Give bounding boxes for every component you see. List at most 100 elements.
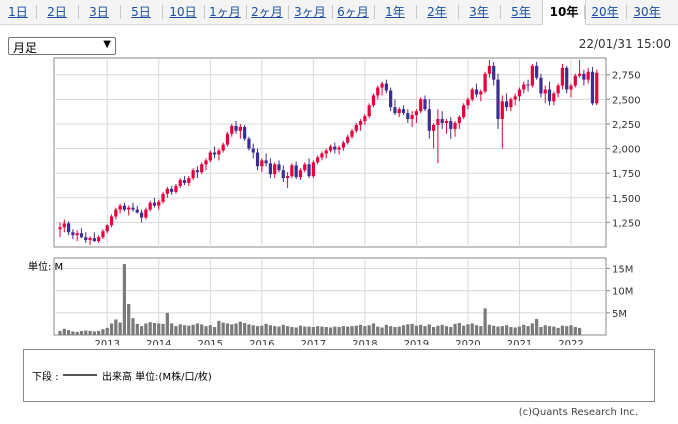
candle <box>595 69 599 106</box>
candle <box>552 91 556 106</box>
volume-bar <box>547 326 552 335</box>
candle <box>152 197 157 208</box>
candle <box>535 61 539 80</box>
volume-bar <box>88 331 92 335</box>
candle-body <box>139 212 144 218</box>
tab-11[interactable]: 2年 <box>427 5 447 19</box>
volume-bar <box>191 324 195 335</box>
candle-body <box>449 121 453 129</box>
candle-body <box>479 91 483 95</box>
candle <box>62 219 66 233</box>
tab-3[interactable]: 3日 <box>89 5 109 19</box>
candle-body <box>298 170 303 178</box>
year-label: 2021 <box>507 339 532 345</box>
candle-body <box>75 233 79 236</box>
candle-body <box>565 67 569 90</box>
candle <box>178 178 182 188</box>
volume-bar <box>569 325 573 335</box>
volume-bar <box>251 325 255 335</box>
candle-body <box>509 99 513 108</box>
tab-5[interactable]: 10日 <box>169 5 197 19</box>
stock-chart: 1,250 1,500 1,750 2,000 2,250 2,500 2,750 5M 10… <box>28 57 641 345</box>
tab-14[interactable]: 10年 <box>542 0 586 25</box>
candle-body <box>346 136 350 143</box>
candle <box>139 209 144 223</box>
candle <box>109 214 114 228</box>
volume-bar <box>389 326 393 335</box>
candle-body <box>547 89 552 102</box>
candle <box>530 63 534 88</box>
candle <box>157 199 161 210</box>
candle-body <box>122 205 127 210</box>
candle <box>337 145 341 155</box>
volume-bar <box>526 326 530 335</box>
candle <box>569 83 573 98</box>
candle <box>419 97 423 114</box>
tab-4[interactable]: 5日 <box>131 5 151 19</box>
candle-body <box>466 99 470 106</box>
volume-unit-label: 単位: M <box>28 260 63 273</box>
volume-bar <box>118 322 122 335</box>
candle-body <box>590 71 595 104</box>
candle-body <box>88 238 92 241</box>
volume-bar <box>174 326 178 335</box>
volume-bar <box>234 323 238 335</box>
candle <box>560 63 565 90</box>
candle <box>449 117 453 139</box>
candle-body <box>595 72 599 104</box>
candle-body <box>384 83 388 91</box>
tab-8[interactable]: 3ヶ月 <box>294 5 326 19</box>
candle <box>565 65 569 94</box>
volume-bar <box>492 325 496 335</box>
candle <box>431 122 436 149</box>
candle-body <box>225 133 230 145</box>
tab-6[interactable]: 1ヶ月 <box>209 5 241 19</box>
volume-bar <box>440 324 444 335</box>
price-tick-label: 2,250 <box>612 120 641 131</box>
volume-bar <box>539 327 543 335</box>
candle-body <box>62 223 66 228</box>
candle-body <box>543 89 547 94</box>
volume-bar <box>423 326 427 335</box>
candle-body <box>440 119 444 123</box>
period-select[interactable]: 月足 ▼ <box>8 37 116 55</box>
candle-body <box>427 109 431 131</box>
volume-bar <box>328 327 333 335</box>
candle <box>200 162 204 175</box>
candle <box>354 122 358 133</box>
volume-bar <box>560 325 565 335</box>
tab-12[interactable]: 3年 <box>469 5 489 19</box>
candle-body <box>320 153 324 158</box>
candle <box>144 207 148 220</box>
candle <box>363 114 367 125</box>
volume-bar <box>294 327 298 335</box>
candle <box>414 109 419 123</box>
candle <box>148 200 152 212</box>
volume-bar <box>556 327 560 335</box>
tab-13[interactable]: 5年 <box>511 5 531 19</box>
tab-1[interactable]: 1日 <box>8 5 28 19</box>
volume-bar <box>552 326 556 335</box>
price-axis: 1,250 1,500 1,750 2,000 2,250 2,500 2,750 <box>606 71 641 229</box>
tab-7[interactable]: 2ヶ月 <box>251 5 283 19</box>
volume-bar <box>200 324 204 335</box>
tab-2[interactable]: 2日 <box>47 5 67 19</box>
volume-bar <box>277 326 281 335</box>
candle <box>311 160 315 179</box>
candle <box>260 158 264 173</box>
candle-body <box>517 89 522 97</box>
tab-16[interactable]: 30年 <box>633 5 661 19</box>
tab-10[interactable]: 1年 <box>385 5 405 19</box>
chevron-down-icon: ▼ <box>103 39 111 50</box>
candle <box>127 205 131 216</box>
candle-body <box>496 79 500 120</box>
volume-bar <box>75 331 79 335</box>
candle-body <box>238 126 242 131</box>
candle <box>350 128 354 139</box>
candle-body <box>152 202 157 206</box>
tab-9[interactable]: 6ヶ月 <box>337 5 369 19</box>
tab-15[interactable]: 20年 <box>591 5 619 19</box>
volume-bar <box>195 323 200 335</box>
tab-separator <box>416 5 417 19</box>
candle-body <box>131 207 135 210</box>
